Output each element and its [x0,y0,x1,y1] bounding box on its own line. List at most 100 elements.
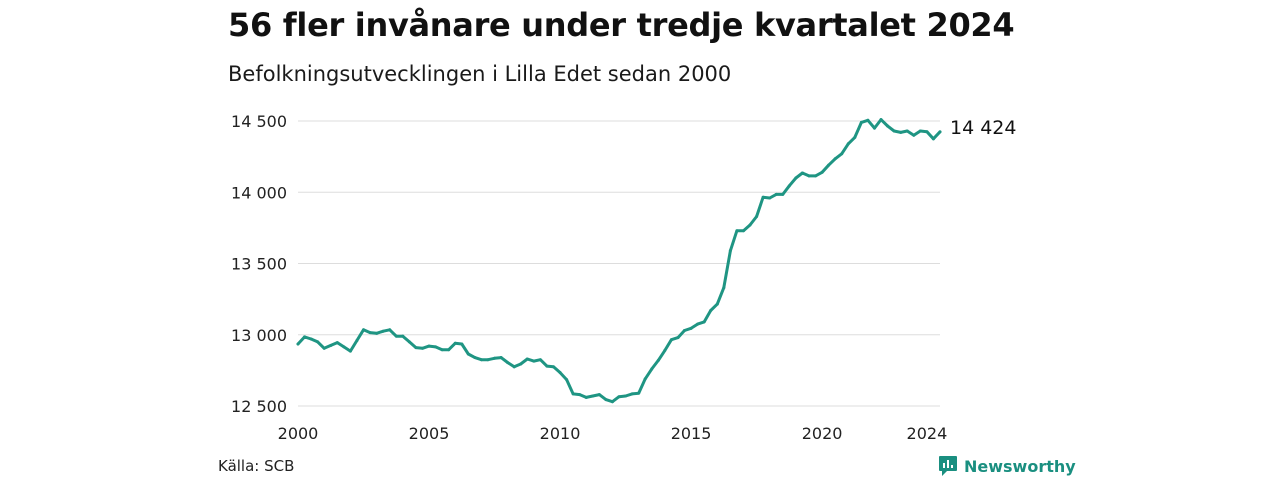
data-point [624,394,628,398]
data-point [558,371,562,375]
data-point [709,309,713,313]
data-point [689,326,693,330]
data-point [296,342,300,346]
data-point [420,346,424,350]
data-point [807,174,811,178]
brand-logo: Newsworthy [938,455,1076,477]
data-point [348,349,352,353]
data-point [322,346,326,350]
data-point [368,331,372,335]
data-point [506,361,510,365]
y-tick-label: 14 000 [231,183,287,202]
x-tick-label: 2020 [802,424,843,443]
data-point [722,286,726,290]
data-point [610,400,614,404]
data-point [453,341,457,345]
chart-subtitle: Befolkningsutvecklingen i Lilla Edet sed… [228,62,732,86]
data-point [551,365,555,369]
data-point [853,135,857,139]
data-point [892,129,896,133]
data-point [519,362,523,366]
data-point [728,249,732,253]
data-point [669,338,673,342]
data-point [650,367,654,371]
data-point [499,356,503,360]
data-point [637,391,641,395]
data-point [375,331,379,335]
y-tick-label: 14 500 [231,112,287,131]
data-point [355,338,359,342]
y-tick-label: 13 500 [231,255,287,274]
data-point [362,328,366,332]
data-point [846,142,850,146]
data-point [781,192,785,196]
data-point [741,229,745,233]
data-point [532,359,536,363]
data-point [388,328,392,332]
data-point [303,335,307,339]
data-point [925,130,929,134]
data-point [447,348,451,352]
brand-name: Newsworthy [964,456,1076,476]
data-point [735,229,739,233]
data-point [578,393,582,397]
x-tick-label: 2000 [278,424,319,443]
data-point [381,329,385,333]
data-point [761,195,765,199]
data-point [800,171,804,175]
y-tick-label: 13 000 [231,326,287,345]
data-point [827,163,831,167]
y-tick-label: 12 500 [231,397,287,416]
data-point [545,364,549,368]
data-point [643,377,647,381]
data-point [440,348,444,352]
data-labels: 14 424 [950,117,1016,139]
x-tick-label: 2005 [409,424,450,443]
data-point [565,378,569,382]
data-point [840,152,844,156]
grid-lines [298,120,940,407]
data-point [394,334,398,338]
data-point [656,358,660,362]
data-point [414,346,418,350]
data-point [316,340,320,344]
data-point [584,395,588,399]
data-point [905,129,909,133]
data-point [525,357,529,361]
data-point [912,133,916,137]
data-point [663,348,667,352]
data-point [617,395,621,399]
series-layer [296,118,942,404]
data-point [407,340,411,344]
data-point [748,223,752,227]
x-tick-label: 2015 [671,424,712,443]
data-point [571,392,575,396]
data-point [696,322,700,326]
data-point [597,393,601,397]
data-point [859,120,863,124]
newsworthy-logo-icon [939,456,957,476]
data-point [931,137,935,141]
data-point [630,392,634,396]
series-line [296,118,942,404]
data-point [342,345,346,349]
x-tick-label: 2010 [540,424,581,443]
data-point [512,365,516,369]
x-axis-ticks: 2000 2005 2010 2015 2020 2024 [278,424,948,443]
data-point [683,328,687,332]
data-point [918,129,922,133]
data-point [460,342,464,346]
data-point [899,130,903,134]
data-point [866,118,870,122]
data-point [604,398,608,402]
data-point [755,214,759,218]
data-point [715,302,719,306]
data-point [473,356,477,360]
data-point [401,334,405,338]
data-point [879,118,883,122]
data-point [938,130,942,134]
data-point [872,126,876,130]
data-point [774,192,778,196]
data-point [335,341,339,345]
